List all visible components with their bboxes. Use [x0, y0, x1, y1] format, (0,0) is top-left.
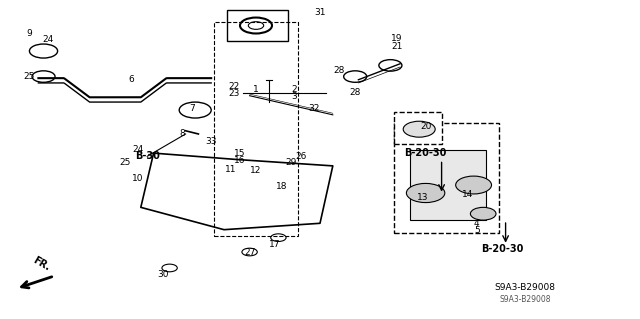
Text: 18: 18 [276, 182, 287, 191]
Text: 17: 17 [269, 240, 281, 249]
Text: 24: 24 [132, 145, 143, 154]
Text: B-30: B-30 [135, 151, 159, 161]
Text: 2: 2 [292, 85, 297, 94]
Bar [394, 123, 499, 233]
Text: 19: 19 [391, 34, 403, 43]
Text: 6: 6 [129, 75, 134, 84]
Text: 21: 21 [391, 42, 403, 51]
Text: 4: 4 [474, 219, 479, 228]
Text: 14: 14 [461, 190, 473, 199]
Text: 13: 13 [417, 193, 428, 202]
Text: 3: 3 [292, 92, 297, 101]
Text: 9: 9 [26, 29, 31, 38]
Circle shape [470, 207, 496, 220]
Text: 29: 29 [285, 158, 297, 167]
Text: 28: 28 [349, 88, 361, 97]
Text: 5: 5 [474, 226, 479, 235]
Text: 25: 25 [23, 72, 35, 81]
Text: 27: 27 [244, 248, 255, 256]
Circle shape [403, 121, 435, 137]
Text: 16: 16 [234, 156, 246, 165]
Bar [227, 10, 288, 41]
Text: 32: 32 [308, 104, 319, 113]
Text: 24: 24 [42, 35, 54, 44]
Text: FR.: FR. [31, 255, 52, 273]
Text: B-20-30: B-20-30 [404, 148, 447, 158]
Text: 15: 15 [234, 149, 246, 158]
Bar [214, 22, 298, 236]
Bar [394, 112, 442, 144]
Text: 23: 23 [228, 89, 239, 98]
Text: S9A3-B29008: S9A3-B29008 [494, 283, 556, 292]
Bar [410, 150, 486, 220]
Text: 26: 26 [295, 152, 307, 161]
Text: S9A3-B29008: S9A3-B29008 [499, 295, 550, 304]
Text: 22: 22 [228, 82, 239, 91]
Text: 25: 25 [119, 158, 131, 167]
Circle shape [406, 183, 445, 203]
Text: 20: 20 [420, 122, 431, 130]
Text: 31: 31 [314, 8, 326, 17]
Text: 8: 8 [180, 130, 185, 138]
Text: 30: 30 [157, 270, 169, 279]
Text: 28: 28 [333, 66, 345, 75]
Text: 10: 10 [132, 174, 143, 183]
Circle shape [456, 176, 492, 194]
Text: 11: 11 [225, 165, 236, 174]
Text: 12: 12 [250, 166, 262, 175]
Text: 1: 1 [253, 85, 259, 94]
Text: 33: 33 [205, 137, 217, 146]
Text: 7: 7 [189, 104, 195, 113]
Text: B-20-30: B-20-30 [481, 244, 524, 254]
